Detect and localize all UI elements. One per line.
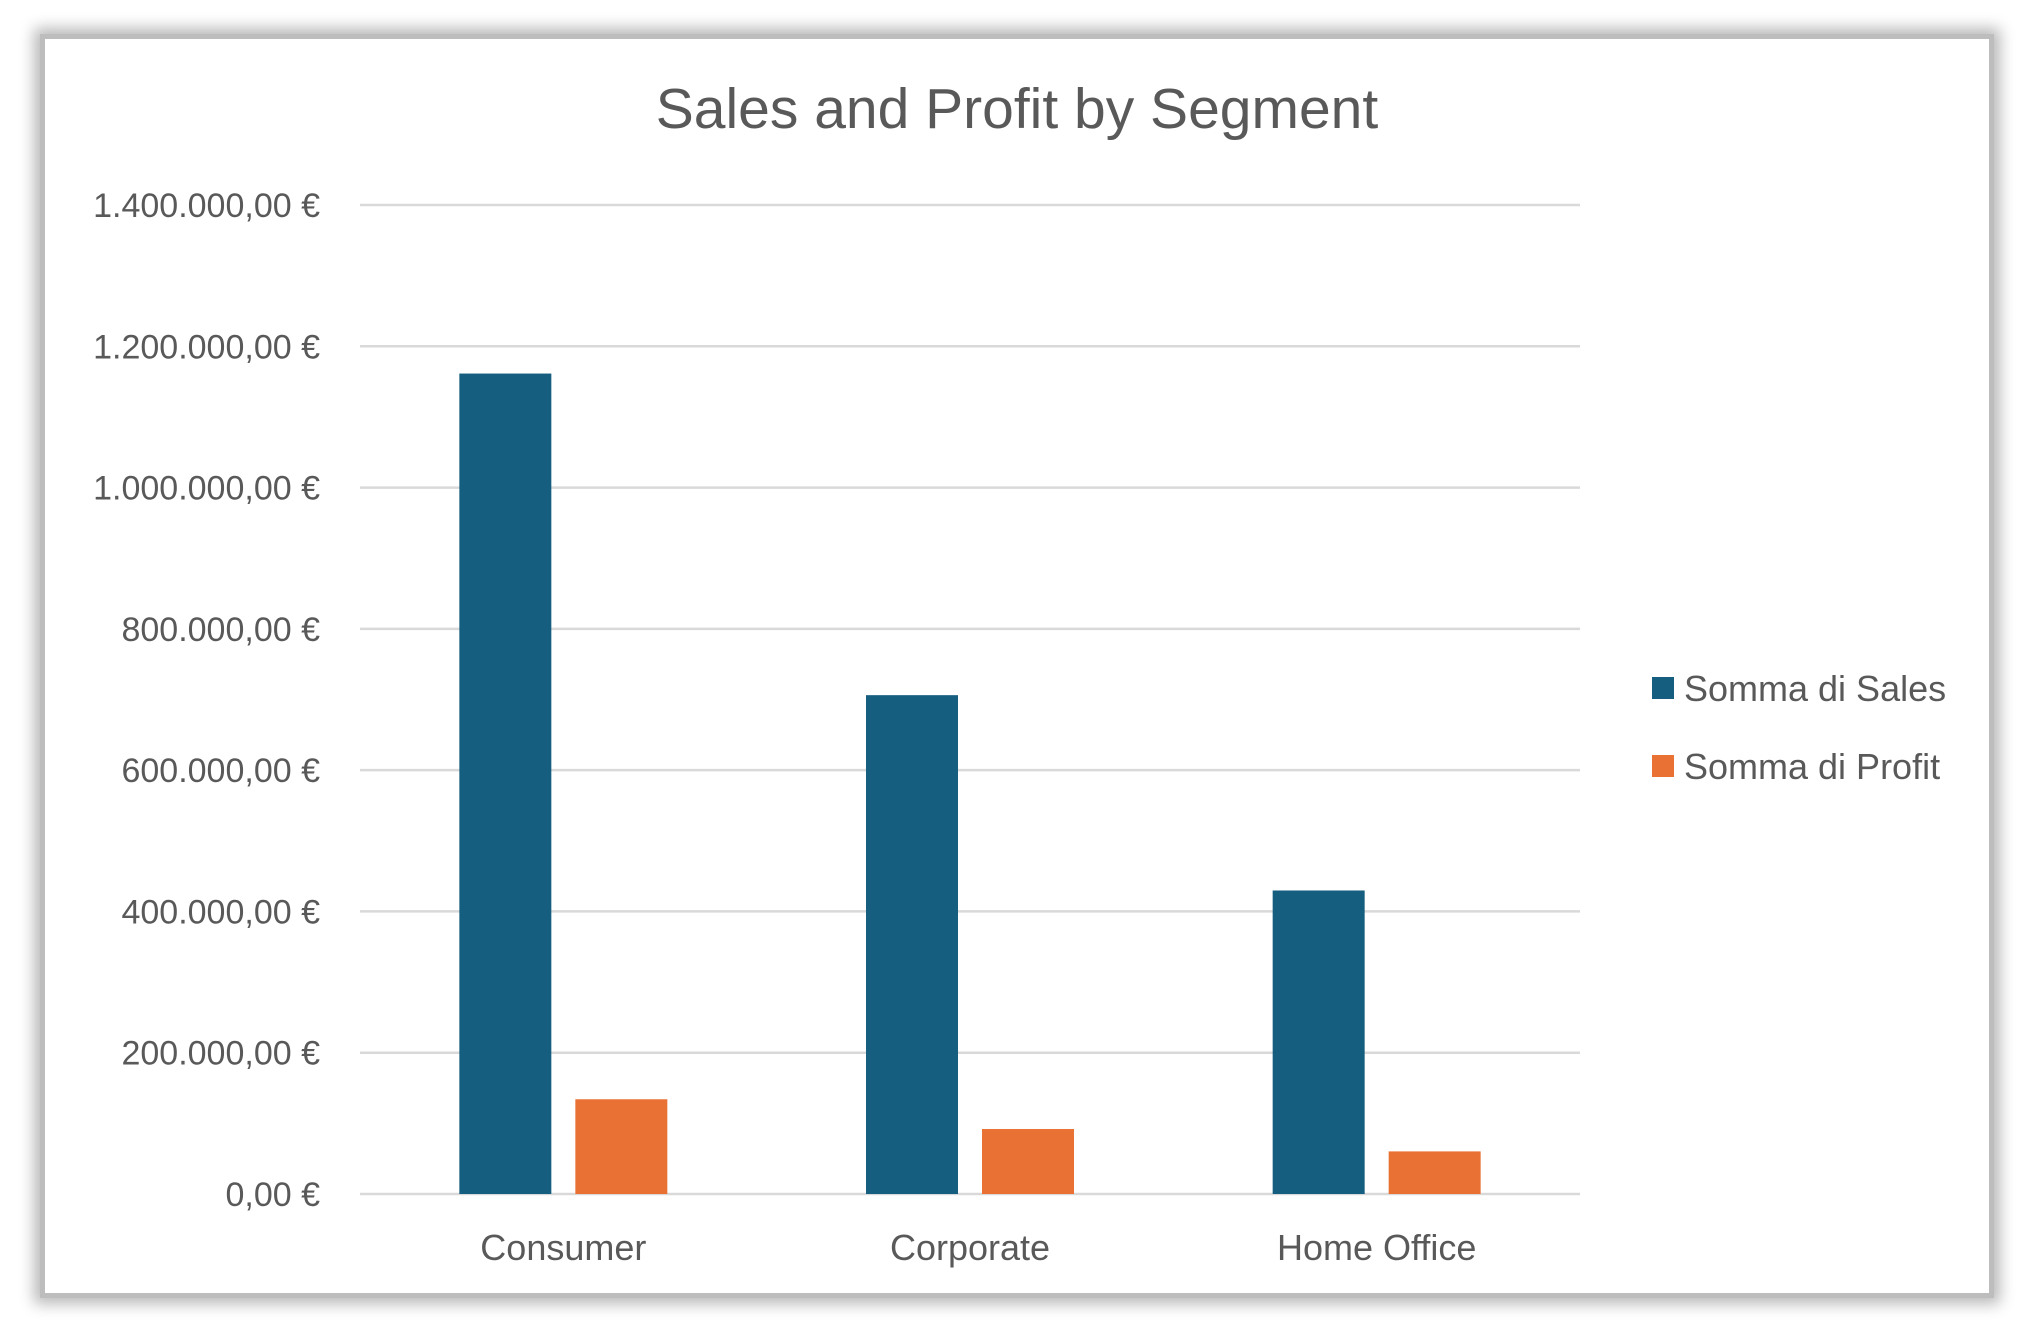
bar-somma-di-sales-consumer (459, 373, 552, 1194)
legend-swatch (1652, 755, 1674, 777)
x-category-label: Corporate (890, 1227, 1050, 1268)
y-tick-label: 0,00 € (225, 1176, 320, 1214)
x-category-label: Home Office (1277, 1227, 1476, 1268)
y-tick-label: 200.000,00 € (121, 1035, 320, 1073)
chart-title: Sales and Profit by Segment (656, 77, 1379, 141)
y-tick-label: 1.000.000,00 € (93, 470, 320, 508)
x-axis-category-labels: Consumer Corporate Home Office (480, 1227, 1476, 1268)
bar-somma-di-sales-home-office (1272, 890, 1365, 1194)
legend-swatch (1652, 677, 1674, 699)
y-axis-tick-labels: 0,00 € 200.000,00 € 400.000,00 € 600.000,00… (93, 187, 320, 1214)
y-tick-label: 800.000,00 € (121, 611, 320, 649)
legend-label: Somma di Profit (1684, 746, 1940, 787)
y-tick-label: 400.000,00 € (121, 893, 320, 931)
bars (459, 373, 1481, 1194)
y-tick-label: 1.200.000,00 € (93, 328, 320, 366)
bar-somma-di-profit-consumer (575, 1099, 668, 1194)
y-tick-label: 600.000,00 € (121, 752, 320, 790)
bar-somma-di-profit-corporate (982, 1129, 1074, 1194)
x-category-label: Consumer (480, 1227, 646, 1268)
bar-somma-di-sales-corporate (866, 695, 958, 1194)
legend: Somma di Sales Somma di Profit (1652, 668, 1946, 787)
bar-somma-di-profit-home-office (1388, 1151, 1481, 1194)
y-tick-label: 1.400.000,00 € (93, 187, 320, 225)
legend-label: Somma di Sales (1684, 668, 1946, 709)
chart-frame (40, 34, 1994, 1298)
gridlines (360, 203, 1580, 1196)
